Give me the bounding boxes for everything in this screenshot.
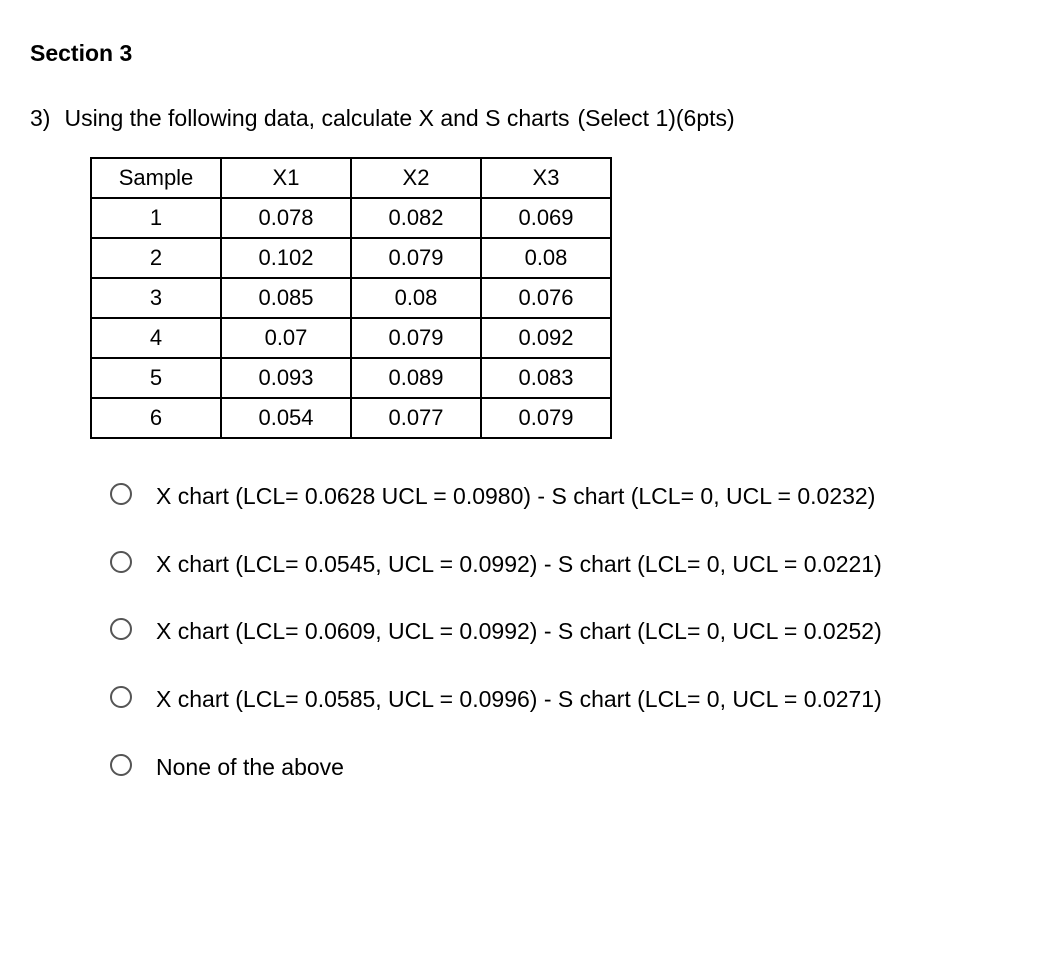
table-cell: 0.08: [481, 238, 611, 278]
table-cell: 0.092: [481, 318, 611, 358]
option-item[interactable]: X chart (LCL= 0.0609, UCL = 0.0992) - S …: [110, 614, 980, 650]
table-cell: 0.069: [481, 198, 611, 238]
radio-icon[interactable]: [110, 483, 132, 505]
data-table-wrap: Sample X1 X2 X3 1 0.078 0.082 0.069 2 0.…: [90, 157, 1020, 439]
table-cell: 0.078: [221, 198, 351, 238]
table-row: 3 0.085 0.08 0.076: [91, 278, 611, 318]
table-header-row: Sample X1 X2 X3: [91, 158, 611, 198]
option-text: X chart (LCL= 0.0609, UCL = 0.0992) - S …: [156, 614, 882, 650]
table-header-cell: X3: [481, 158, 611, 198]
question-prompt: Using the following data, calculate X an…: [64, 105, 569, 131]
table-cell: 0.079: [351, 318, 481, 358]
option-text: X chart (LCL= 0.0545, UCL = 0.0992) - S …: [156, 547, 882, 583]
question-meta: (Select 1)(6pts): [577, 105, 734, 131]
table-cell: 5: [91, 358, 221, 398]
table-cell: 0.054: [221, 398, 351, 438]
option-item[interactable]: None of the above: [110, 750, 980, 786]
section-title: Section 3: [30, 40, 1020, 67]
radio-icon[interactable]: [110, 686, 132, 708]
data-table: Sample X1 X2 X3 1 0.078 0.082 0.069 2 0.…: [90, 157, 612, 439]
table-row: 2 0.102 0.079 0.08: [91, 238, 611, 278]
table-row: 4 0.07 0.079 0.092: [91, 318, 611, 358]
option-text: None of the above: [156, 750, 344, 786]
option-item[interactable]: X chart (LCL= 0.0628 UCL = 0.0980) - S c…: [110, 479, 980, 515]
option-text: X chart (LCL= 0.0585, UCL = 0.0996) - S …: [156, 682, 882, 718]
table-cell: 0.093: [221, 358, 351, 398]
table-cell: 0.07: [221, 318, 351, 358]
radio-icon[interactable]: [110, 754, 132, 776]
table-cell: 0.08: [351, 278, 481, 318]
table-row: 1 0.078 0.082 0.069: [91, 198, 611, 238]
option-item[interactable]: X chart (LCL= 0.0545, UCL = 0.0992) - S …: [110, 547, 980, 583]
table-cell: 6: [91, 398, 221, 438]
radio-icon[interactable]: [110, 618, 132, 640]
table-cell: 0.102: [221, 238, 351, 278]
table-header-cell: X2: [351, 158, 481, 198]
table-cell: 2: [91, 238, 221, 278]
table-cell: 4: [91, 318, 221, 358]
option-item[interactable]: X chart (LCL= 0.0585, UCL = 0.0996) - S …: [110, 682, 980, 718]
table-cell: 0.082: [351, 198, 481, 238]
table-row: 6 0.054 0.077 0.079: [91, 398, 611, 438]
table-cell: 0.083: [481, 358, 611, 398]
table-row: 5 0.093 0.089 0.083: [91, 358, 611, 398]
option-text: X chart (LCL= 0.0628 UCL = 0.0980) - S c…: [156, 479, 875, 515]
table-cell: 0.079: [481, 398, 611, 438]
table-cell: 0.089: [351, 358, 481, 398]
options-list: X chart (LCL= 0.0628 UCL = 0.0980) - S c…: [110, 479, 980, 785]
question-number: 3): [30, 105, 50, 132]
radio-icon[interactable]: [110, 551, 132, 573]
table-header-cell: X1: [221, 158, 351, 198]
question-text: Using the following data, calculate X an…: [64, 105, 1020, 132]
table-cell: 1: [91, 198, 221, 238]
table-cell: 0.079: [351, 238, 481, 278]
question-row: 3) Using the following data, calculate X…: [30, 105, 1020, 132]
table-cell: 0.085: [221, 278, 351, 318]
table-cell: 0.077: [351, 398, 481, 438]
table-cell: 0.076: [481, 278, 611, 318]
table-header-cell: Sample: [91, 158, 221, 198]
table-cell: 3: [91, 278, 221, 318]
